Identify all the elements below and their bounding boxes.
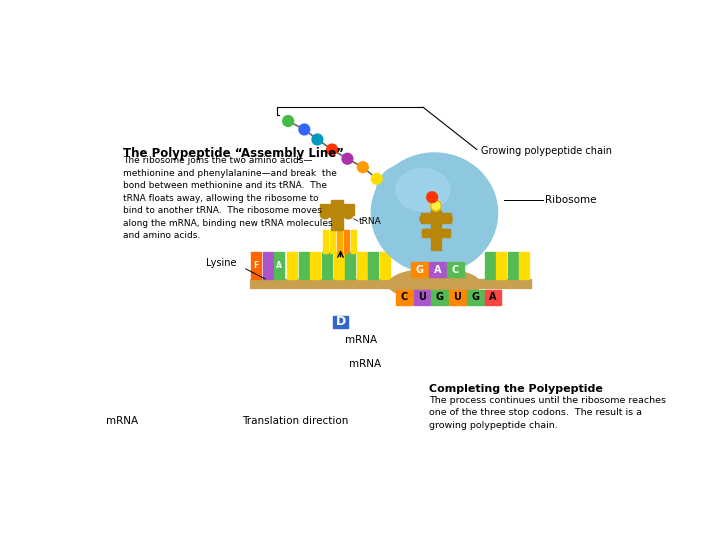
Bar: [343, 231, 349, 253]
Text: The process continues until the ribosome reaches
one of the three stop codons.  : The process continues until the ribosome…: [429, 396, 666, 430]
Bar: [320, 204, 354, 215]
Bar: [519, 252, 529, 279]
Bar: [263, 252, 273, 279]
Text: U: U: [418, 292, 426, 302]
Text: Completing the Polypeptide: Completing the Polypeptide: [429, 384, 603, 394]
Bar: [467, 289, 484, 305]
Bar: [431, 289, 449, 305]
Ellipse shape: [422, 229, 431, 236]
Ellipse shape: [320, 211, 330, 219]
Bar: [485, 289, 501, 305]
Bar: [330, 200, 343, 231]
Circle shape: [427, 192, 438, 202]
Circle shape: [342, 153, 353, 164]
Bar: [396, 289, 413, 305]
Bar: [323, 231, 328, 253]
Ellipse shape: [330, 202, 343, 213]
Circle shape: [431, 200, 441, 211]
Circle shape: [283, 116, 294, 126]
Text: C: C: [401, 292, 408, 302]
Text: C: C: [451, 265, 459, 275]
Text: D: D: [336, 315, 346, 328]
Ellipse shape: [392, 221, 477, 267]
Text: Lysine: Lysine: [206, 259, 236, 268]
Ellipse shape: [431, 206, 441, 215]
Ellipse shape: [381, 201, 427, 240]
Bar: [351, 231, 356, 253]
Bar: [356, 252, 366, 279]
Text: G: G: [436, 292, 444, 302]
Bar: [420, 213, 451, 222]
Text: The ribosome joins the two amino acids—
methionine and phenylalanine—and break  : The ribosome joins the two amino acids— …: [122, 157, 336, 240]
Bar: [368, 252, 378, 279]
Bar: [337, 231, 342, 253]
Text: mRNA: mRNA: [106, 416, 138, 426]
Bar: [333, 316, 348, 328]
Text: mRNA: mRNA: [345, 335, 377, 346]
Bar: [422, 229, 450, 237]
Bar: [299, 252, 309, 279]
Circle shape: [357, 162, 368, 173]
Bar: [274, 252, 284, 279]
Circle shape: [372, 173, 382, 184]
Ellipse shape: [330, 210, 343, 220]
Text: G: G: [472, 292, 480, 302]
Circle shape: [312, 134, 323, 145]
Ellipse shape: [396, 168, 450, 211]
Bar: [322, 252, 332, 279]
Bar: [287, 252, 297, 279]
Ellipse shape: [441, 229, 450, 236]
Ellipse shape: [372, 153, 498, 273]
Bar: [345, 252, 355, 279]
Text: A: A: [433, 265, 441, 275]
Text: G: G: [416, 265, 424, 275]
Bar: [431, 211, 441, 249]
Ellipse shape: [388, 269, 481, 300]
Ellipse shape: [441, 214, 452, 223]
Bar: [250, 279, 531, 288]
Bar: [414, 289, 431, 305]
Ellipse shape: [343, 211, 353, 219]
Bar: [411, 262, 428, 278]
Circle shape: [299, 124, 310, 135]
Bar: [330, 231, 335, 253]
Circle shape: [327, 144, 338, 155]
Bar: [310, 252, 320, 279]
Text: A: A: [489, 292, 497, 302]
Bar: [485, 252, 495, 279]
Text: Translation direction: Translation direction: [242, 416, 348, 426]
Ellipse shape: [427, 174, 488, 221]
Text: tRNA: tRNA: [359, 217, 381, 226]
Ellipse shape: [420, 214, 431, 223]
Text: Growing polypeptide chain: Growing polypeptide chain: [481, 146, 612, 156]
Bar: [449, 289, 466, 305]
Bar: [447, 262, 464, 278]
Bar: [496, 252, 506, 279]
Bar: [379, 252, 390, 279]
Text: mRNA: mRNA: [349, 359, 381, 369]
Bar: [429, 262, 446, 278]
Text: A: A: [276, 261, 282, 270]
Text: F: F: [253, 261, 258, 270]
Text: The Polypeptide “Assembly Line”: The Polypeptide “Assembly Line”: [122, 147, 343, 160]
Text: Ribosome: Ribosome: [544, 194, 596, 205]
Ellipse shape: [377, 163, 446, 217]
Bar: [333, 252, 343, 279]
Bar: [508, 252, 518, 279]
Bar: [251, 252, 261, 279]
Text: U: U: [454, 292, 462, 302]
